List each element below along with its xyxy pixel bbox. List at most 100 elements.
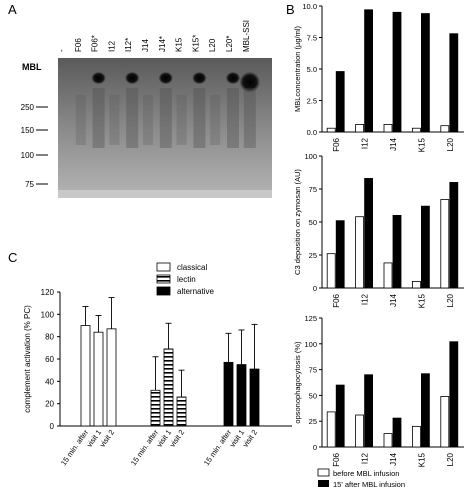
blot-lane-label: F06 xyxy=(74,38,83,52)
x-tick-label: 15 min. after xyxy=(129,428,161,468)
chart-mbl-concentration: 0.0 2.5 5.0 7.5 10.0 MBLconcentration (µg/ml)… xyxy=(293,2,464,152)
bar-after xyxy=(335,220,345,289)
panel-label-b: B xyxy=(286,2,295,17)
bar-classical xyxy=(93,331,104,427)
blot-lane-label: MBL-SSI xyxy=(242,20,251,52)
x-tick-label: F06 xyxy=(332,137,341,151)
bar-classical xyxy=(106,328,117,427)
blot-marker-label: 100 xyxy=(21,151,35,160)
blot-lane-label: L20 xyxy=(208,38,217,52)
bar-before xyxy=(411,280,421,289)
blot-band xyxy=(125,72,140,84)
bar-after xyxy=(420,373,430,448)
bar-before xyxy=(440,396,450,448)
y-tick-label: 100 xyxy=(304,152,317,161)
y-tick-label: 0 xyxy=(313,284,317,293)
y-tick-label: 25 xyxy=(309,251,317,260)
blot-lane-label: F06* xyxy=(91,35,100,52)
blot-band xyxy=(91,72,106,84)
bar-before xyxy=(383,124,393,133)
bar-before xyxy=(355,414,365,448)
chart-opsonophagocytosis: 0 25 50 75 100 125 opsonophagocytosis (%) F06 I1… xyxy=(293,314,464,467)
y-tick-label: 50 xyxy=(309,218,317,227)
bar-after xyxy=(364,9,374,133)
blot-smear xyxy=(176,95,187,145)
bar-after xyxy=(449,181,459,289)
bar-before xyxy=(383,262,393,289)
legend-c-label-alternative: alternative xyxy=(177,287,214,296)
y-tick-label: 75 xyxy=(309,366,317,375)
blot-band xyxy=(192,72,207,84)
bar-before xyxy=(440,199,450,289)
y-tick-label: 25 xyxy=(309,417,317,426)
bar-before xyxy=(383,433,393,448)
y-axis-label: MBLconcentration (µg/ml) xyxy=(293,25,302,112)
bar-alternative xyxy=(249,368,260,427)
chart-complement-activation: 0 20 40 60 80 100 120 complement activation (% … xyxy=(23,288,292,467)
blot-lane-labels: - F06 F06* I12 I12* J14 J14* K15 K15* L20 L20* MBL-… xyxy=(57,20,251,52)
y-tick-label: 2.5 xyxy=(307,97,317,106)
panel-label-c: C xyxy=(8,250,17,265)
y-tick-label: 50 xyxy=(309,391,317,400)
y-tick-label: 75 xyxy=(309,185,317,194)
x-tick-label: visit 2 xyxy=(168,428,186,449)
bar-after xyxy=(364,374,374,448)
y-tick-label: 100 xyxy=(304,340,317,349)
blot-smear xyxy=(143,95,153,145)
y-tick-label: 5.0 xyxy=(307,65,317,74)
x-tick-label: visit 2 xyxy=(98,428,116,449)
bar-after xyxy=(420,205,430,289)
x-tick-label: J14 xyxy=(389,293,398,306)
legend-b-label-after: 15' after MBL infusion xyxy=(333,480,405,489)
y-tick-label: 0 xyxy=(313,443,317,452)
y-axis-label: opsonophagocytosis (%) xyxy=(293,341,302,424)
blot-smear xyxy=(243,88,256,148)
blot-smear xyxy=(126,88,139,148)
x-tick-label: J14 xyxy=(389,137,398,150)
x-tick-label: K15 xyxy=(417,452,426,467)
bar-before xyxy=(326,127,336,133)
bar-after xyxy=(335,384,345,448)
bar-after xyxy=(392,11,402,133)
x-tick-label: 15 min. after xyxy=(59,428,91,468)
legend-b-swatch-before xyxy=(317,468,330,477)
blot-band xyxy=(158,72,173,84)
blot-band xyxy=(239,72,260,92)
blot-smear xyxy=(193,88,206,148)
y-tick-label: 100 xyxy=(41,310,55,319)
bar-alternative xyxy=(236,364,247,427)
legend-b: before MBL infusion 15' after MBL infusi… xyxy=(317,468,405,489)
bar-alternative xyxy=(223,361,234,427)
x-tick-label: 15 min. after xyxy=(202,428,234,468)
panel-label-a: A xyxy=(8,2,17,17)
y-tick-label: 0 xyxy=(50,422,55,431)
x-tick-label: I12 xyxy=(361,293,370,305)
x-tick-label: J14 xyxy=(389,452,398,465)
bar-after xyxy=(392,417,402,448)
blot-row-label: MBL xyxy=(22,62,42,72)
x-tick-label: L20 xyxy=(446,293,455,307)
x-tick-label: L20 xyxy=(446,137,455,151)
x-tick-label: L20 xyxy=(446,452,455,466)
legend-c-swatch-lectin xyxy=(156,274,171,284)
blot-smear xyxy=(159,88,172,148)
blot-marker-labels: 250 150 100 75 xyxy=(21,103,48,189)
bar-before xyxy=(355,216,365,289)
bar-after xyxy=(449,341,459,448)
legend-c-swatch-alternative xyxy=(156,286,171,296)
blot-smear xyxy=(109,95,120,145)
y-axis-label: C3 deposition on zymosan (AU) xyxy=(293,169,302,275)
y-tick-label: 125 xyxy=(304,314,317,323)
y-tick-label: 20 xyxy=(45,400,54,409)
blot-lane-label: K15* xyxy=(191,35,200,52)
y-tick-label: 10.0 xyxy=(302,2,317,11)
y-tick-label: 80 xyxy=(45,333,54,342)
y-tick-label: 7.5 xyxy=(307,34,317,43)
blot-marker-label: 150 xyxy=(21,126,35,135)
bar-after xyxy=(335,71,345,133)
bar-before xyxy=(440,125,450,133)
y-tick-label: 40 xyxy=(45,377,54,386)
bar-before xyxy=(355,124,365,133)
x-tick-label: F06 xyxy=(332,452,341,466)
blot-lane-label: J14* xyxy=(158,36,167,52)
